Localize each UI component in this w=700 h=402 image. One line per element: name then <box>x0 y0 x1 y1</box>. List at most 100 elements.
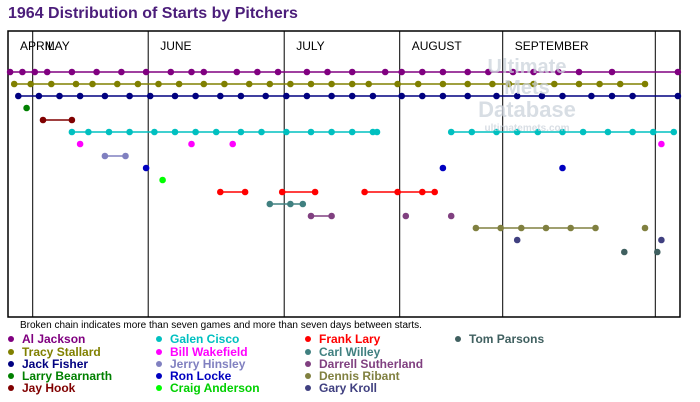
start-point <box>629 92 636 100</box>
watermark: Ultimate Mets Database ultimatemets.com <box>462 56 592 136</box>
start-point <box>439 92 447 100</box>
start-point <box>76 92 84 100</box>
legend-swatch <box>156 336 162 342</box>
month-label: JUNE <box>160 39 191 53</box>
start-point <box>497 224 505 232</box>
legend-swatch <box>455 336 461 342</box>
series-bill-wakefield <box>76 140 665 148</box>
legend-swatch <box>305 373 311 379</box>
start-point <box>518 224 525 232</box>
start-point <box>505 80 513 88</box>
start-point <box>596 80 603 88</box>
month-label: SEPTEMBER <box>515 39 589 53</box>
legend-swatch <box>156 349 162 355</box>
series-dennis-ribant <box>472 224 649 232</box>
start-point <box>171 92 179 100</box>
start-point <box>307 80 315 88</box>
legend-item-larry-bearnarth: Larry Bearnarth <box>8 370 112 382</box>
start-point <box>328 212 335 220</box>
start-point <box>509 68 517 76</box>
series-al-jackson <box>6 68 682 76</box>
start-point <box>126 128 133 136</box>
start-point <box>555 68 562 76</box>
start-point <box>365 80 373 88</box>
start-point <box>559 128 566 136</box>
start-point <box>122 152 129 160</box>
start-point <box>23 104 30 112</box>
start-point <box>39 116 47 124</box>
start-point <box>105 128 113 136</box>
start-point <box>126 92 133 100</box>
legend-label: Tom Parsons <box>469 332 545 346</box>
start-point <box>142 68 150 76</box>
start-point <box>369 92 377 100</box>
start-point <box>670 128 678 136</box>
legend-label: Carl Willey <box>319 345 381 359</box>
start-point <box>439 68 447 76</box>
start-point <box>68 68 76 76</box>
start-point <box>419 92 426 100</box>
start-point <box>6 68 14 76</box>
legend-label: Tracy Stallard <box>22 345 101 359</box>
start-point <box>328 92 335 100</box>
start-point <box>76 140 84 148</box>
start-point <box>171 128 179 136</box>
start-point <box>274 68 282 76</box>
watermark-line1: Ultimate <box>487 56 567 78</box>
series-ron-locke <box>142 164 566 172</box>
start-point <box>245 80 253 88</box>
start-point <box>237 128 245 136</box>
legend-swatch <box>8 349 14 355</box>
start-point <box>419 68 426 76</box>
legend-swatch <box>8 336 14 342</box>
legend-label: Bill Wakefield <box>170 345 248 359</box>
start-point <box>348 80 356 88</box>
series-larry-bearnarth <box>23 104 30 112</box>
start-point <box>31 68 39 76</box>
start-point <box>513 236 521 244</box>
legend-item-gary-kroll: Gary Kroll <box>305 382 377 394</box>
start-point <box>649 128 657 136</box>
start-point <box>674 92 682 100</box>
start-point <box>464 68 472 76</box>
start-point <box>439 80 447 88</box>
month-dividers <box>32 31 656 317</box>
start-point <box>303 68 311 76</box>
start-point <box>373 128 381 136</box>
start-point <box>530 80 537 88</box>
start-point <box>10 80 18 88</box>
legend-swatch <box>305 361 311 367</box>
start-point <box>431 188 439 196</box>
start-point <box>538 92 546 100</box>
legend-item-bill-wakefield: Bill Wakefield <box>156 346 248 358</box>
start-point <box>493 92 500 100</box>
start-point <box>217 92 224 100</box>
legend-label: Jack Fisher <box>22 357 89 371</box>
legend-label: Jerry Hinsley <box>170 357 246 371</box>
start-point <box>629 128 636 136</box>
start-point <box>89 80 96 88</box>
start-point <box>608 68 616 76</box>
start-point <box>579 128 587 136</box>
start-point <box>118 68 125 76</box>
start-point <box>142 164 150 172</box>
legend-item-al-jackson: Al Jackson <box>8 333 85 345</box>
legend-label: Craig Anderson <box>170 381 260 395</box>
start-point <box>513 92 521 100</box>
series-craig-anderson <box>159 176 166 184</box>
start-point <box>14 92 22 100</box>
start-point <box>241 188 249 196</box>
start-point <box>674 68 682 76</box>
start-point <box>419 188 426 196</box>
start-point <box>348 68 356 76</box>
start-point <box>621 248 628 256</box>
start-point <box>381 68 389 76</box>
legend-item-jack-fisher: Jack Fisher <box>8 358 88 370</box>
start-point <box>68 128 76 136</box>
legend-item-darrell-sutherland: Darrell Sutherland <box>305 358 423 370</box>
start-point <box>283 128 290 136</box>
start-point <box>101 152 109 160</box>
series-carl-willey <box>266 200 307 208</box>
month-label: APRIL <box>20 39 55 53</box>
start-point <box>93 68 100 76</box>
